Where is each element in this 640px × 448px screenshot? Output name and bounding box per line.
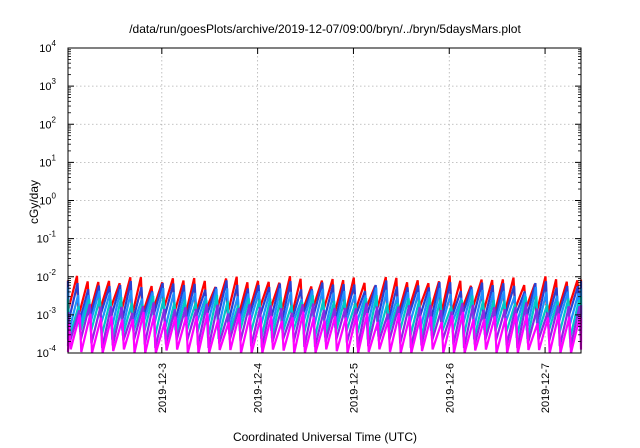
y-tick-label: 101 (39, 153, 56, 169)
y-tick-base: 10 (39, 81, 51, 93)
series-group (66, 275, 583, 354)
y-tick-exponent: 0 (52, 192, 57, 201)
x-tick-label: 2019-12-7 (540, 363, 552, 413)
y-tick-label: 10-1 (37, 230, 57, 246)
chart-title: /data/run/goesPlots/archive/2019-12-07/0… (129, 22, 521, 36)
y-tick-label: 102 (39, 115, 56, 131)
y-tick-exponent: 2 (52, 115, 57, 124)
y-tick-exponent: 3 (52, 77, 57, 86)
series-line (66, 294, 583, 340)
y-tick-exponent: -2 (49, 268, 57, 277)
y-tick-base: 10 (37, 348, 49, 360)
y-tick-exponent: -1 (49, 230, 57, 239)
y-tick-exponent: 1 (52, 153, 57, 162)
y-tick-base: 10 (39, 157, 51, 169)
plot-frame (67, 47, 582, 354)
y-tick-base: 10 (39, 196, 51, 208)
y-tick-label: 104 (39, 39, 56, 55)
y-tick-exponent: -4 (49, 344, 57, 353)
y-axis-label: cGy/day (27, 180, 41, 224)
x-tick-label: 2019-12-4 (253, 363, 265, 413)
y-tick-base: 10 (37, 234, 49, 246)
x-tick-label: 2019-12-6 (444, 363, 456, 413)
y-tick-base: 10 (39, 119, 51, 131)
y-tick-label: 100 (39, 192, 56, 208)
x-axis-label: Coordinated Universal Time (UTC) (233, 430, 417, 444)
grid (68, 48, 581, 353)
y-tick-label: 10-4 (37, 344, 57, 360)
y-tick-label: 103 (39, 77, 56, 93)
x-tick-label: 2019-12-3 (157, 363, 169, 413)
x-tick-label: 2019-12-5 (348, 363, 360, 413)
series-line (66, 286, 583, 332)
y-tick-label: 10-3 (37, 306, 57, 322)
axes: 10-410-310-210-11001011021031042019-12-3… (37, 39, 582, 413)
y-tick-exponent: -3 (49, 306, 57, 315)
series-line (66, 311, 583, 354)
y-tick-base: 10 (37, 310, 49, 322)
series-line (66, 275, 583, 317)
y-tick-exponent: 4 (52, 39, 57, 48)
y-tick-base: 10 (39, 43, 51, 55)
y-tick-label: 10-2 (37, 268, 57, 284)
y-tick-base: 10 (37, 272, 49, 284)
